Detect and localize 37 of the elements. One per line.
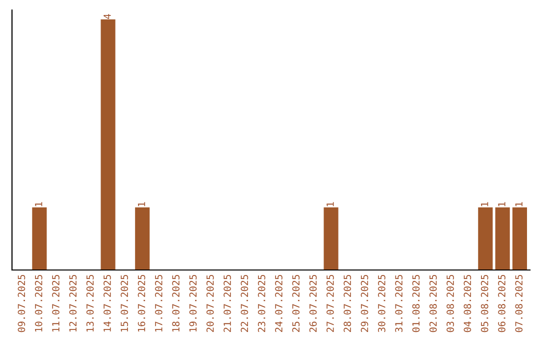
x-tick-label: 17.07.2025 (155, 274, 162, 332)
x-tick-label: 06.08.2025 (498, 274, 506, 332)
x-tick-label: 20.07.2025 (206, 274, 214, 332)
x-tick-label: 13.07.2025 (86, 274, 94, 332)
x-tick-label: 07.08.2025 (515, 274, 523, 332)
x-tick-label: 22.07.2025 (240, 274, 248, 332)
x-tick-label: 19.07.2025 (189, 274, 197, 332)
x-tick-label: 04.08.2025 (464, 274, 472, 332)
data-label: 1 (326, 202, 334, 206)
x-tick-label: 03.08.2025 (446, 274, 454, 332)
x-tick-label: 27.07.2025 (326, 274, 334, 332)
x-tick-label: 30.07.2025 (378, 274, 386, 332)
x-tick-label: 11.07.2025 (52, 274, 60, 332)
data-label: 1 (481, 202, 488, 206)
x-tick-label: 28.07.2025 (344, 274, 352, 332)
x-tick-label: 02.08.2025 (429, 274, 437, 332)
x-tick-label: 14.07.2025 (104, 274, 111, 332)
x-tick-label: 01.08.2025 (412, 274, 420, 332)
data-label: 1 (35, 202, 42, 206)
x-tick-label: 29.07.2025 (360, 274, 368, 332)
x-tick-label: 25.07.2025 (292, 274, 300, 332)
x-tick-label: 09.07.2025 (18, 274, 26, 332)
data-label: 1 (498, 202, 506, 206)
x-tick-label: 05.08.2025 (480, 274, 488, 332)
x-tick-label: 26.07.2025 (309, 274, 317, 332)
x-tick-label: 16.07.2025 (138, 274, 146, 332)
x-tick-label: 12.07.2025 (69, 274, 77, 332)
data-label: 1 (138, 202, 146, 206)
x-tick-label: 18.07.2025 (172, 274, 180, 332)
data-label: 1 (515, 202, 522, 206)
x-tick-label: 10.07.2025 (34, 274, 42, 332)
data-label: 4 (104, 14, 111, 19)
x-tick-label: 15.07.2025 (120, 274, 128, 332)
x-tick-label: 21.07.2025 (224, 274, 231, 332)
x-tick-label: 24.07.2025 (275, 274, 282, 332)
x-tick-label: 23.07.2025 (258, 274, 266, 332)
x-tick-label: 31.07.2025 (395, 274, 402, 332)
